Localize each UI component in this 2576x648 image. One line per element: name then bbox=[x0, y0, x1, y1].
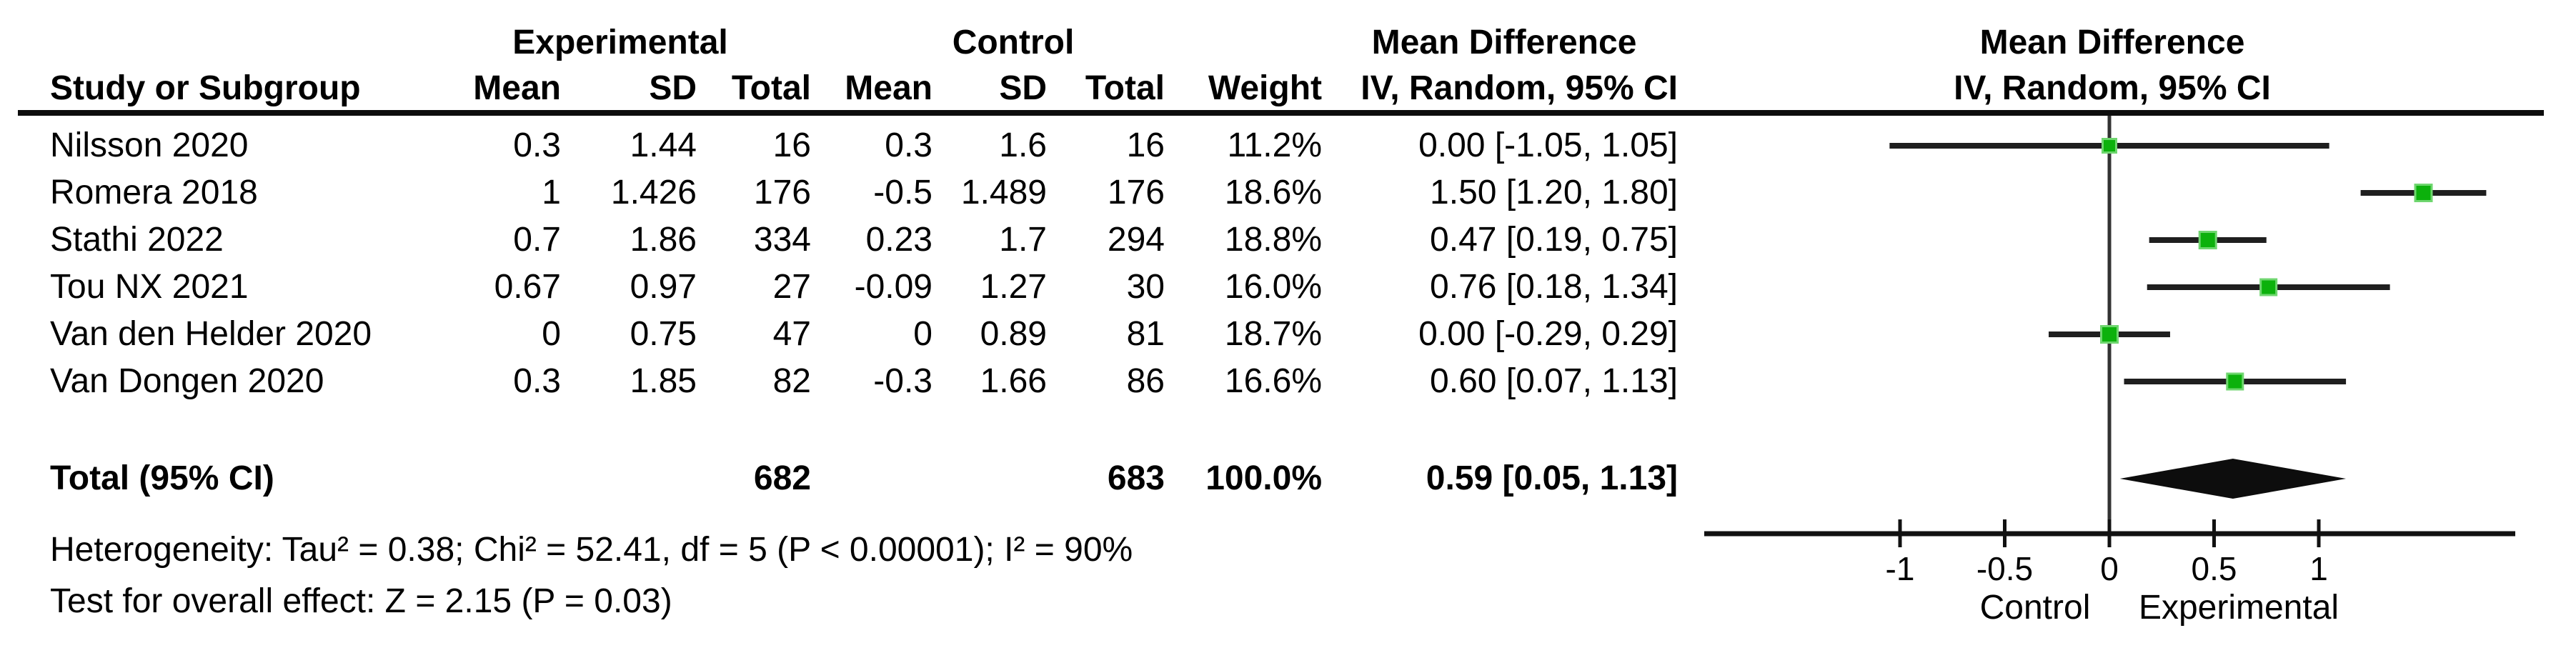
total-ctrl-total: 683 bbox=[1107, 459, 1165, 497]
cell-exp_mean: 0.3 bbox=[513, 126, 561, 164]
axis-left-label: Control bbox=[1980, 589, 2091, 627]
header-ctrl_sd: SD bbox=[999, 69, 1047, 107]
header-ci_text: IV, Random, 95% CI bbox=[1361, 69, 1678, 107]
cell-exp_total: 27 bbox=[772, 268, 811, 306]
cell-ctrl_mean: -0.09 bbox=[854, 268, 933, 306]
col-group-experimental: Experimental bbox=[512, 24, 728, 61]
effect-square bbox=[2198, 231, 2217, 249]
axis-tick-label: 0.5 bbox=[2192, 550, 2237, 587]
axis-tick-label: -0.5 bbox=[1976, 550, 2033, 587]
effect-square bbox=[2226, 372, 2244, 391]
axis-tick-label: 0 bbox=[2100, 550, 2119, 587]
effect-square bbox=[2414, 184, 2433, 202]
cell-ctrl_sd: 1.6 bbox=[999, 126, 1047, 164]
cell-ctrl_total: 30 bbox=[1126, 268, 1165, 306]
header-study-or-subgroup: Study or Subgroup bbox=[50, 69, 361, 107]
summary-diamond bbox=[2119, 459, 2347, 499]
cell-ci_text: 0.60 [0.07, 1.13] bbox=[1430, 362, 1678, 400]
header-exp_mean: Mean bbox=[473, 69, 561, 107]
cell-exp_sd: 0.97 bbox=[630, 268, 697, 306]
cell-exp_sd: 1.426 bbox=[610, 174, 697, 211]
cell-exp_total: 82 bbox=[772, 362, 811, 400]
cell-weight: 16.0% bbox=[1224, 268, 1322, 306]
cell-weight: 18.8% bbox=[1224, 221, 1322, 259]
cell-exp_total: 176 bbox=[753, 174, 811, 211]
cell-ctrl_sd: 0.89 bbox=[980, 315, 1047, 353]
cell-ctrl_total: 86 bbox=[1126, 362, 1165, 400]
header-ctrl_mean: Mean bbox=[845, 69, 933, 107]
axis-right-label: Experimental bbox=[2139, 589, 2339, 627]
cell-ctrl_sd: 1.7 bbox=[999, 221, 1047, 259]
cell-ctrl_total: 294 bbox=[1107, 221, 1165, 259]
col-group-control: Control bbox=[952, 24, 1075, 61]
cell-exp_sd: 1.44 bbox=[630, 126, 697, 164]
header-rule bbox=[18, 110, 2544, 116]
cell-exp_sd: 1.85 bbox=[630, 362, 697, 400]
total-ci: 0.59 [0.05, 1.13] bbox=[1426, 459, 1678, 497]
study-name: Romera 2018 bbox=[50, 174, 258, 211]
cell-exp_mean: 0.7 bbox=[513, 221, 561, 259]
cell-ci_text: 0.00 [-1.05, 1.05] bbox=[1418, 126, 1678, 164]
header-ctrl_total: Total bbox=[1085, 69, 1165, 107]
total-weight: 100.0% bbox=[1205, 459, 1322, 497]
study-name: Tou NX 2021 bbox=[50, 268, 249, 306]
cell-ctrl_sd: 1.489 bbox=[960, 174, 1047, 211]
study-name: Van den Helder 2020 bbox=[50, 315, 372, 353]
header-weight: Weight bbox=[1208, 69, 1322, 107]
header-exp_sd: SD bbox=[649, 69, 697, 107]
total-label: Total (95% CI) bbox=[50, 459, 274, 497]
cell-exp_sd: 0.75 bbox=[630, 315, 697, 353]
cell-weight: 18.6% bbox=[1224, 174, 1322, 211]
cell-ctrl_total: 81 bbox=[1126, 315, 1165, 353]
header-exp_total: Total bbox=[731, 69, 811, 107]
cell-ci_text: 1.50 [1.20, 1.80] bbox=[1430, 174, 1678, 211]
cell-exp_sd: 1.86 bbox=[630, 221, 697, 259]
study-name: Nilsson 2020 bbox=[50, 126, 249, 164]
cell-ctrl_mean: 0.23 bbox=[865, 221, 933, 259]
plot-header-iv-random: IV, Random, 95% CI bbox=[1954, 69, 2271, 107]
cell-ci_text: 0.00 [-0.29, 0.29] bbox=[1418, 315, 1678, 353]
study-name: Stathi 2022 bbox=[50, 221, 224, 259]
cell-exp_mean: 0.3 bbox=[513, 362, 561, 400]
effect-square bbox=[2259, 278, 2278, 296]
cell-exp_mean: 0.67 bbox=[494, 268, 561, 306]
col-group-mean-difference: Mean Difference bbox=[1371, 24, 1637, 61]
cell-ctrl_mean: -0.5 bbox=[873, 174, 933, 211]
cell-ctrl_mean: 0.3 bbox=[885, 126, 933, 164]
cell-exp_total: 47 bbox=[772, 315, 811, 353]
cell-exp_mean: 1 bbox=[542, 174, 561, 211]
cell-exp_total: 16 bbox=[772, 126, 811, 164]
cell-exp_mean: 0 bbox=[542, 315, 561, 353]
cell-ctrl_total: 16 bbox=[1126, 126, 1165, 164]
total-exp-total: 682 bbox=[753, 459, 811, 497]
plot-header-mean-difference: Mean Difference bbox=[1979, 24, 2245, 61]
cell-ci_text: 0.76 [0.18, 1.34] bbox=[1430, 268, 1678, 306]
overall-effect-note: Test for overall effect: Z = 2.15 (P = 0… bbox=[50, 582, 672, 620]
cell-exp_total: 334 bbox=[753, 221, 811, 259]
heterogeneity-note: Heterogeneity: Tau² = 0.38; Chi² = 52.41… bbox=[50, 531, 1133, 569]
cell-ctrl_total: 176 bbox=[1107, 174, 1165, 211]
cell-weight: 11.2% bbox=[1227, 126, 1322, 164]
effect-square bbox=[2100, 325, 2119, 344]
cell-ci_text: 0.47 [0.19, 0.75] bbox=[1430, 221, 1678, 259]
cell-weight: 16.6% bbox=[1224, 362, 1322, 400]
axis-tick-label: 1 bbox=[2309, 550, 2328, 587]
cell-ctrl_mean: -0.3 bbox=[873, 362, 933, 400]
cell-weight: 18.7% bbox=[1224, 315, 1322, 353]
cell-ctrl_sd: 1.27 bbox=[980, 268, 1047, 306]
cell-ctrl_sd: 1.66 bbox=[980, 362, 1047, 400]
effect-square bbox=[2102, 138, 2117, 154]
study-name: Van Dongen 2020 bbox=[50, 362, 324, 400]
axis-tick-label: -1 bbox=[1886, 550, 1915, 587]
cell-ctrl_mean: 0 bbox=[913, 315, 933, 353]
